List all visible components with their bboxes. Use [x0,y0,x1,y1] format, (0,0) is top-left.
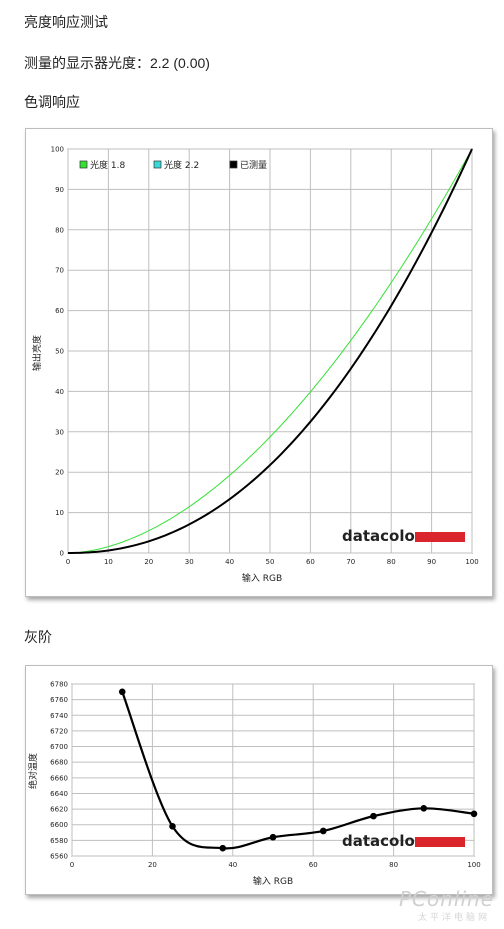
grayscale-chart: 0 20 40 60 80 100 6560 6580 6600 6620 6640 6660 668… [27,681,481,888]
plot-area [71,683,475,857]
x-tick-label: 80 [389,861,398,869]
legend-label-1: 光度 1.8 [90,159,125,171]
datacolor-logo-bar [415,532,465,542]
x-tick-label: 80 [387,558,396,566]
x-tick-label: 10 [104,558,113,566]
y-tick-label: 6660 [50,774,68,782]
watermark: PConline [398,887,494,911]
y-tick-label: 100 [51,146,64,154]
datacolor-logo-bar [415,837,465,847]
legend-label-3: 已测量 [240,160,267,171]
x-tick-label: 70 [346,558,355,566]
data-point-3 [219,844,227,852]
x-tick-label: 20 [148,861,157,869]
x-tick-label: 100 [467,861,480,869]
data-point-4 [269,833,277,841]
tone-response-heading: 色调响应 [24,94,80,110]
data-point-8 [470,810,478,818]
x-tick-label: 0 [70,861,74,869]
x-axis-label: 输入 RGB [242,572,282,584]
y-tick-label: 6720 [50,727,68,735]
x-axis-label: 输入 RGB [253,875,293,887]
y-tick-label: 6760 [50,696,68,704]
tone-response-panel: 0 10 20 30 40 50 60 70 80 90 100 0 10 20 30 40 50 60 70 80… [25,128,493,597]
grayscale-heading: 灰阶 [24,629,52,645]
grayscale-panel: 0 20 40 60 80 100 6560 6580 6600 6620 6640 6660 668… [25,665,493,895]
data-point-7 [420,805,428,812]
watermark-subtitle: 太平洋电脑网 [417,913,490,923]
temperature-curve [121,691,475,850]
x-tick-label: 0 [66,558,70,566]
y-tick-label: 60 [55,307,64,315]
legend-swatch-3 [229,160,238,169]
x-tick-label: 30 [185,558,194,566]
series-line-3 [67,148,473,554]
measured-gamma-text: 测量的显示器光度：2.2 (0.00) [24,55,210,71]
data-point-6 [370,812,377,820]
datacolor-logo-text: datacolor [342,527,423,545]
x-tick-label: 40 [228,861,237,869]
data-point-1 [118,688,126,696]
legend-label-2: 光度 2.2 [164,159,199,171]
y-tick-label: 6600 [50,821,68,829]
y-axis-label: 输出亮度 [31,335,43,371]
y-tick-label: 40 [55,388,64,396]
legend-swatch-2 [153,160,162,169]
y-tick-label: 6780 [50,681,68,689]
x-tick-label: 50 [266,558,275,566]
x-tick-label: 60 [309,861,318,869]
y-tick-label: 10 [55,509,64,517]
y-tick-label: 0 [60,550,64,558]
data-point-5 [319,827,327,835]
y-tick-label: 6620 [50,806,68,814]
y-tick-label: 30 [55,428,64,436]
x-tick-label: 60 [306,558,315,566]
datacolor-logo-text: datacolor [342,832,423,850]
y-tick-label: 6740 [50,712,68,720]
x-tick-label: 40 [225,558,234,566]
data-point-2 [169,822,176,830]
x-tick-label: 100 [465,558,478,566]
y-tick-label: 50 [55,348,64,356]
y-tick-label: 6700 [50,743,68,751]
legend-swatch-1 [79,160,88,169]
x-tick-label: 20 [144,558,153,566]
y-tick-label: 6680 [50,759,68,767]
page-title: 亮度响应测试 [24,14,108,30]
y-tick-label: 80 [55,226,64,234]
datacolor-logo: datacolor [342,527,465,545]
series-line-1 [67,148,473,554]
y-tick-label: 6640 [50,790,68,798]
y-tick-label: 70 [55,267,64,275]
tone-response-chart: 0 10 20 30 40 50 60 70 80 90 100 0 10 20 30 40 50 60 70 80… [31,146,479,585]
y-tick-label: 6560 [50,853,68,861]
x-tick-label: 90 [427,558,436,566]
y-tick-label: 6580 [50,837,68,845]
y-axis-label: 绝对温度 [27,753,39,789]
datacolor-logo: datacolor [342,832,465,850]
y-tick-label: 90 [55,186,64,194]
y-tick-label: 20 [55,469,64,477]
